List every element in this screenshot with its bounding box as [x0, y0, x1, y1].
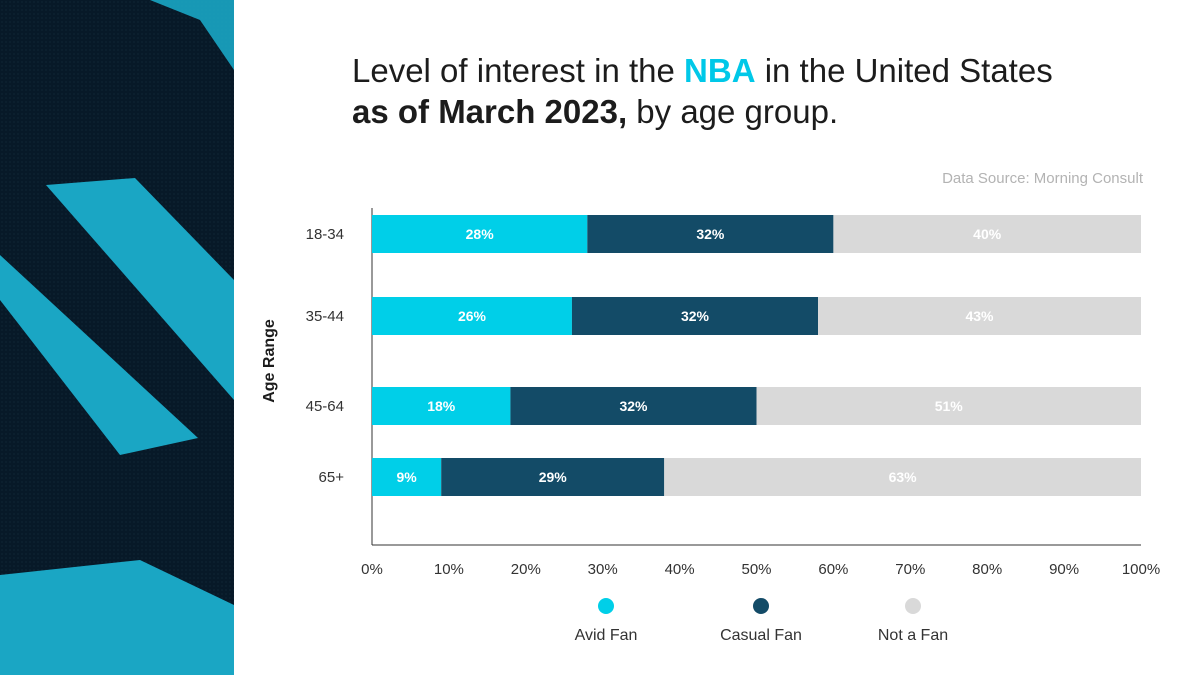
x-tick-label: 70%	[895, 561, 925, 578]
bar-segment	[818, 297, 1141, 335]
data-label: 26%	[458, 308, 487, 324]
x-tick-label: 10%	[434, 561, 464, 578]
bar-segment	[664, 458, 1141, 496]
title-part3: by age group.	[627, 93, 839, 130]
x-tick-label: 100%	[1122, 561, 1160, 578]
chart-title: Level of interest in the NBA in the Unit…	[352, 50, 1172, 132]
x-tick-label: 60%	[818, 561, 848, 578]
title-highlight: NBA	[684, 52, 756, 89]
title-part2: in the United States	[755, 52, 1053, 89]
bar-segment	[372, 297, 572, 335]
bar-segment	[587, 215, 834, 253]
data-source: Data Source: Morning Consult	[942, 170, 1143, 187]
x-tick-label: 50%	[741, 561, 771, 578]
data-label: 63%	[889, 469, 918, 485]
data-label: 18%	[427, 398, 456, 414]
bar-segment	[756, 387, 1141, 425]
legend-marker	[905, 598, 921, 614]
y-axis-title: Age Range	[261, 319, 278, 403]
bar-segment	[833, 215, 1141, 253]
data-label: 9%	[396, 469, 417, 485]
bar-segment	[510, 387, 757, 425]
legend-label: Avid Fan	[575, 627, 638, 644]
bar-segment	[372, 458, 442, 496]
x-tick-label: 90%	[1049, 561, 1079, 578]
legend-label: Not a Fan	[878, 627, 948, 644]
x-tick-label: 40%	[665, 561, 695, 578]
x-tick-label: 80%	[972, 561, 1002, 578]
category-label: 35-44	[306, 308, 344, 325]
x-tick-label: 30%	[588, 561, 618, 578]
bar-segment	[571, 297, 819, 335]
legend-marker	[598, 598, 614, 614]
bar-segment	[372, 215, 588, 253]
legend-marker	[753, 598, 769, 614]
data-label: 32%	[696, 226, 725, 242]
data-label: 40%	[973, 226, 1002, 242]
category-label: 18-34	[306, 226, 344, 243]
category-label: 65+	[319, 469, 345, 486]
x-tick-label: 20%	[511, 561, 541, 578]
data-label: 51%	[935, 398, 964, 414]
data-label: 29%	[539, 469, 568, 485]
category-label: 45-64	[306, 398, 344, 415]
title-bold: as of March 2023,	[352, 93, 628, 130]
legend-label: Casual Fan	[720, 627, 802, 644]
data-label: 32%	[619, 398, 648, 414]
background-art	[0, 0, 234, 675]
bar-segment	[441, 458, 665, 496]
bar-segment	[372, 387, 511, 425]
data-label: 32%	[681, 308, 710, 324]
data-label: 43%	[965, 308, 994, 324]
x-tick-label: 0%	[361, 561, 383, 578]
title-part1: Level of interest in the	[352, 52, 685, 89]
data-label: 28%	[466, 226, 495, 242]
